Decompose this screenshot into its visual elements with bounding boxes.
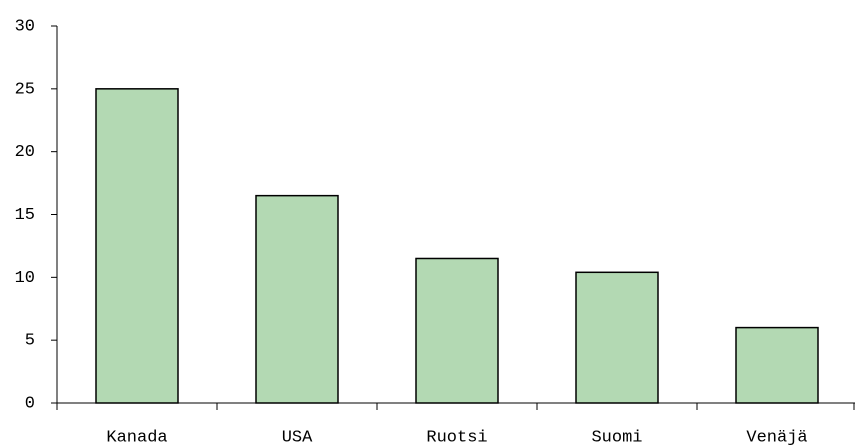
x-tick-label: Kanada bbox=[106, 428, 167, 446]
y-tick-label: 15 bbox=[15, 206, 35, 225]
bar bbox=[95, 88, 179, 404]
x-tick-label: Venäjä bbox=[746, 428, 807, 446]
x-tick-label: USA bbox=[282, 428, 313, 446]
y-tick-label: 0 bbox=[25, 394, 35, 413]
y-tick-label: 30 bbox=[15, 17, 35, 36]
bar bbox=[415, 257, 499, 404]
y-tick-label: 10 bbox=[15, 269, 35, 288]
y-tick-label: 5 bbox=[25, 332, 35, 351]
y-tick-label: 25 bbox=[15, 80, 35, 99]
bar bbox=[255, 194, 339, 404]
x-tick-label: Suomi bbox=[591, 428, 642, 446]
x-tick-label: Ruotsi bbox=[426, 428, 487, 446]
y-tick-label: 20 bbox=[15, 143, 35, 162]
bar bbox=[735, 326, 819, 404]
bar bbox=[575, 271, 659, 404]
